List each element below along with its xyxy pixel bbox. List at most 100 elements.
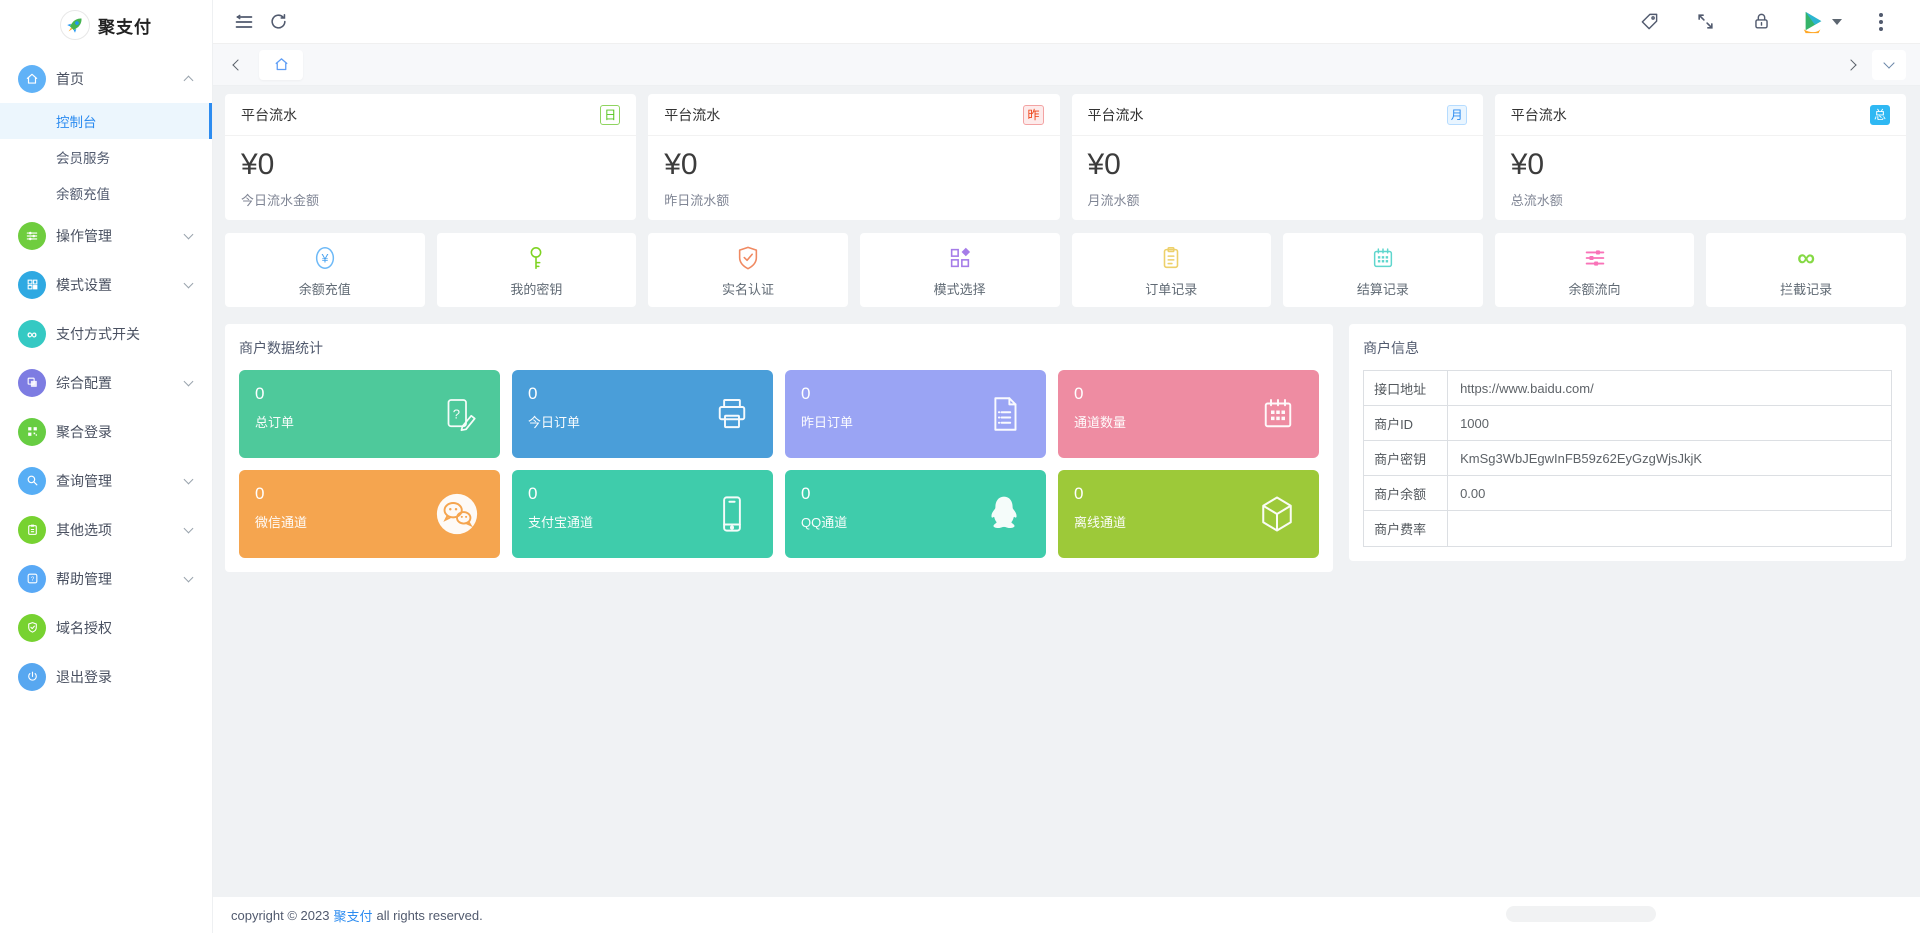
sidebar-item-label: 域名授权 — [56, 619, 112, 636]
tabs-scroll-left[interactable] — [227, 54, 249, 76]
tag-icon[interactable] — [1632, 5, 1666, 39]
tile-label: 离线通道 — [1074, 515, 1127, 530]
shortcut-settlement-records[interactable]: 结算记录 — [1283, 233, 1483, 307]
shortcut-label: 模式选择 — [933, 281, 986, 297]
badge-total: 总 — [1869, 104, 1890, 125]
tile-value: 0 — [255, 484, 265, 503]
user-menu[interactable] — [1800, 10, 1842, 34]
card-title: 平台流水 — [664, 106, 721, 123]
info-value: 0.00 — [1460, 485, 1486, 501]
topbar — [213, 0, 1920, 44]
shortcut-label: 实名认证 — [722, 281, 775, 297]
sidebar-item-label: 操作管理 — [56, 227, 112, 244]
clipboard-icon — [18, 515, 46, 544]
tabbar — [213, 44, 1920, 86]
shortcut-mode-select[interactable]: 模式选择 — [859, 233, 1060, 307]
info-label: 接口地址 — [1364, 371, 1449, 405]
doc-list-icon — [984, 393, 1026, 435]
shortcut-my-key[interactable]: 我的密钥 — [436, 233, 637, 307]
fullscreen-icon[interactable] — [1688, 5, 1722, 39]
stat-card-yesterday: 平台流水 昨 ¥0 昨日流水额 — [648, 94, 1060, 220]
card-title: 平台流水 — [1087, 106, 1144, 123]
refresh-icon[interactable] — [261, 5, 295, 39]
home-tab-icon — [274, 58, 288, 71]
sidebar-item-other-options[interactable]: 其他选项 — [0, 505, 212, 554]
shortcut-label: 余额充值 — [298, 281, 351, 297]
logo[interactable]: 聚支付 — [0, 0, 212, 50]
tile-value: 0 — [528, 384, 538, 403]
app-title: 聚支付 — [98, 17, 152, 37]
table-row: 商户费率 — [1364, 511, 1891, 546]
shortcut-row: ¥ 余额充值 我的密钥 实名认证 — [225, 233, 1906, 307]
sidebar-item-domain-auth[interactable]: 域名授权 — [0, 603, 212, 652]
tile-qq-channel[interactable]: 0 QQ通道 — [785, 470, 1047, 558]
tab-home[interactable] — [259, 49, 303, 80]
tile-yesterday-orders[interactable]: 0 昨日订单 — [785, 370, 1047, 458]
stat-tiles: 0 总订单 ? 0 今日订单 — [239, 370, 1320, 558]
sidebar-item-label: 控制台 — [56, 115, 97, 130]
sidebar-item-console[interactable]: 控制台 — [0, 103, 212, 139]
tile-value: 0 — [801, 384, 811, 403]
mode-squares-icon — [947, 243, 973, 273]
tabs-scroll-right[interactable] — [1840, 54, 1862, 76]
sidebar-item-payment-switch[interactable]: ∞ 支付方式开关 — [0, 309, 212, 358]
table-row: 接口地址 https://www.baidu.com/ — [1364, 371, 1891, 406]
sidebar-item-help[interactable]: ? 帮助管理 — [0, 554, 212, 603]
lock-icon[interactable] — [1744, 5, 1778, 39]
sidebar-item-label: 退出登录 — [56, 668, 112, 685]
sidebar-item-label: 余额充值 — [56, 187, 110, 202]
caret-down-icon — [1832, 18, 1842, 25]
badge-day: 日 — [600, 104, 621, 125]
rocket-logo-icon — [60, 10, 90, 40]
tile-value: 0 — [1074, 384, 1084, 403]
sidebar-item-aggregate-login[interactable]: 聚合登录 — [0, 407, 212, 456]
tile-value: 0 — [528, 484, 538, 503]
sidebar-item-label: 查询管理 — [56, 472, 112, 489]
tile-channel-count[interactable]: 0 通道数量 — [1058, 370, 1320, 458]
sidebar-item-member-service[interactable]: 会员服务 — [0, 139, 212, 175]
sidebar-item-label: 模式设置 — [56, 276, 112, 293]
info-label: 商户密钥 — [1364, 441, 1449, 475]
svg-text:?: ? — [453, 406, 460, 421]
sidebar-item-logout[interactable]: 退出登录 — [0, 652, 212, 701]
shortcut-intercept-records[interactable]: ∞ 拦截记录 — [1706, 233, 1906, 307]
tabs-menu-button[interactable] — [1872, 49, 1906, 80]
flow-sliders-icon — [1582, 243, 1608, 273]
table-row: 商户ID 1000 — [1364, 406, 1891, 441]
tile-alipay-channel[interactable]: 0 支付宝通道 — [512, 470, 774, 558]
sidebar-item-balance-recharge[interactable]: 余额充值 — [0, 175, 212, 211]
more-menu-icon[interactable] — [1864, 5, 1898, 39]
sidebar-item-mode-settings[interactable]: 模式设置 — [0, 260, 212, 309]
tile-offline-channel[interactable]: 0 离线通道 — [1058, 470, 1320, 558]
yen-circle-icon: ¥ — [312, 243, 338, 273]
tile-wechat-channel[interactable]: 0 微信通道 — [239, 470, 501, 558]
merchant-info-panel: 商户信息 接口地址 https://www.baidu.com/ 商户ID 10… — [1349, 324, 1906, 561]
shortcut-real-name-auth[interactable]: 实名认证 — [648, 233, 848, 307]
tile-total-orders[interactable]: 0 总订单 ? — [239, 370, 501, 458]
chevron-down-icon — [183, 376, 194, 386]
shortcut-order-records[interactable]: 订单记录 — [1071, 233, 1272, 307]
tile-today-orders[interactable]: 0 今日订单 — [512, 370, 774, 458]
cube-icon — [1255, 492, 1299, 536]
calendar-icon — [1257, 393, 1299, 435]
sidebar-menu: 首页 控制台 会员服务 余额充值 操作管理 — [0, 50, 212, 701]
sidebar-item-query[interactable]: 查询管理 — [0, 456, 212, 505]
stat-card-daily: 平台流水 日 ¥0 今日流水金额 — [225, 94, 637, 220]
info-label: 商户余额 — [1364, 476, 1449, 510]
collapse-menu-icon[interactable] — [227, 5, 261, 39]
badge-month: 月 — [1446, 104, 1467, 125]
avatar — [1800, 10, 1826, 34]
panel-title: 商户数据统计 — [239, 340, 323, 356]
sidebar-item-operation[interactable]: 操作管理 — [0, 211, 212, 260]
footer-brand-link[interactable]: 聚支付 — [333, 908, 373, 924]
sliders-icon — [18, 221, 46, 250]
shortcut-balance-flow[interactable]: 余额流向 — [1494, 233, 1695, 307]
chevron-down-icon — [183, 474, 194, 484]
infinity-icon: ∞ — [18, 319, 46, 348]
svg-text:?: ? — [30, 577, 34, 583]
tile-label: 总订单 — [255, 415, 295, 430]
shortcut-balance-recharge[interactable]: ¥ 余额充值 — [225, 233, 425, 307]
sidebar-item-home[interactable]: 首页 — [0, 54, 212, 103]
sidebar-item-general-config[interactable]: 综合配置 — [0, 358, 212, 407]
